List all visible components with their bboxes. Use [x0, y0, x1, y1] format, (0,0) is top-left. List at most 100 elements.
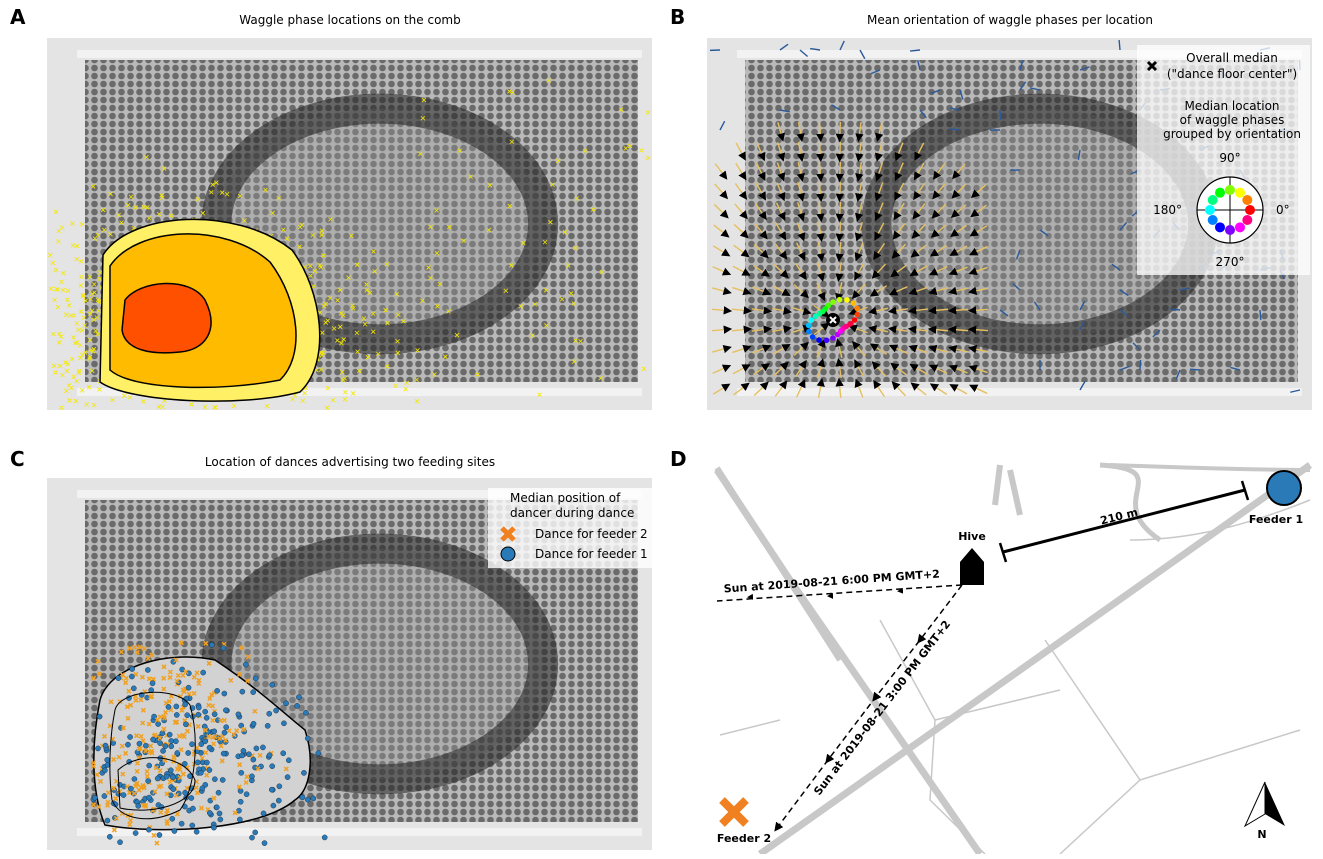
dance-feeder1 — [183, 790, 188, 795]
dance-feeder1 — [274, 708, 279, 713]
distance-label: 210 m — [1099, 506, 1139, 528]
legend-title: Median position of — [510, 491, 621, 505]
dance-feeder1 — [128, 786, 133, 791]
dance-feeder1 — [103, 743, 108, 748]
dance-feeder1 — [168, 768, 173, 773]
dance-feeder1 — [172, 828, 177, 833]
dance-feeder1 — [316, 751, 321, 756]
dance-feeder1 — [271, 803, 276, 808]
dance-feeder1 — [157, 741, 162, 746]
dance-feeder1 — [208, 798, 213, 803]
north-label: N — [1257, 828, 1266, 841]
legend-angle: 90° — [1219, 151, 1240, 165]
dance-feeder1 — [196, 712, 201, 717]
dance-feeder1 — [151, 737, 156, 742]
orientation-dot — [824, 337, 830, 343]
orientation-dot — [830, 299, 836, 305]
legend-angle: 0° — [1276, 203, 1290, 217]
orientation-dot — [813, 313, 819, 319]
dance-feeder1 — [281, 751, 286, 756]
dance-feeder1 — [305, 736, 310, 741]
orientation-dot — [809, 317, 815, 323]
orientation-dot — [806, 329, 812, 335]
dance-feeder1 — [163, 744, 168, 749]
dance-feeder1 — [251, 721, 256, 726]
dance-feeder1 — [198, 770, 203, 775]
dance-feeder1 — [186, 750, 191, 755]
dance-feeder1 — [137, 741, 142, 746]
dance-feeder1 — [267, 711, 272, 716]
wheel-dot — [1225, 185, 1235, 195]
dance-feeder1 — [185, 713, 190, 718]
dance-feeder1 — [194, 829, 199, 834]
dance-feeder1 — [102, 768, 107, 773]
page: A Waggle phase locations on the comb B M… — [0, 0, 1323, 859]
dance-feeder1 — [249, 835, 254, 840]
dance-feeder1 — [277, 784, 282, 789]
dance-feeder1 — [283, 701, 288, 706]
orientation-dot — [854, 306, 860, 312]
orientation-arrow — [840, 162, 841, 178]
dance-feeder1 — [171, 787, 176, 792]
dance-feeder1 — [125, 742, 130, 747]
wheel-dot — [1245, 205, 1255, 215]
legend-angle: 180° — [1153, 203, 1182, 217]
panel-label: A — [10, 5, 26, 29]
sun-label: Sun at 2019-08-21 6:00 PM GMT+2 — [723, 567, 940, 595]
wheel-dot — [1215, 222, 1225, 232]
dance-feeder1 — [296, 695, 301, 700]
dance-feeder1 — [201, 670, 206, 675]
dance-feeder1 — [215, 688, 220, 693]
dance-feeder1 — [222, 691, 227, 696]
dance-feeder1 — [305, 797, 310, 802]
wheel-dot — [1215, 188, 1225, 198]
dance-feeder1 — [136, 803, 141, 808]
dance-feeder1 — [221, 751, 226, 756]
dance-feeder1 — [221, 645, 226, 650]
legend-angle: 270° — [1216, 255, 1245, 269]
orientation-dot — [844, 297, 850, 303]
dance-feeder1 — [190, 823, 195, 828]
orientation-dot — [837, 297, 843, 303]
wheel-dot — [1225, 225, 1235, 235]
legend-marker — [501, 547, 515, 561]
dance-feeder1 — [129, 674, 134, 679]
wheel-dot — [1235, 222, 1245, 232]
dance-feeder1 — [143, 743, 148, 748]
dance-feeder1 — [164, 774, 169, 779]
dance-feeder1 — [260, 745, 265, 750]
dance-feeder1 — [244, 792, 249, 797]
legend-entry: Dance for feeder 1 — [535, 547, 648, 561]
orientation-arrow — [1000, 110, 1001, 120]
orientation-dot — [851, 300, 857, 306]
feeder1-marker — [1267, 471, 1301, 505]
panel-title: Location of dances advertising two feedi… — [205, 455, 495, 469]
orientation-arrow — [840, 182, 841, 198]
orientation-dot — [830, 335, 836, 341]
dance-feeder1 — [238, 799, 243, 804]
dance-feeder1 — [204, 715, 209, 720]
dance-feeder1 — [179, 821, 184, 826]
dance-feeder1 — [253, 676, 258, 681]
dance-feeder1 — [254, 746, 259, 751]
dance-feeder1 — [92, 795, 97, 800]
dance-feeder1 — [195, 760, 200, 765]
dance-feeder1 — [127, 734, 132, 739]
dance-feeder1 — [251, 757, 256, 762]
dance-feeder1 — [189, 742, 194, 747]
dance-feeder1 — [204, 760, 209, 765]
dance-feeder1 — [133, 830, 138, 835]
map-roads — [717, 465, 1310, 854]
dance-feeder1 — [203, 739, 208, 744]
wheel-dot — [1205, 205, 1215, 215]
panel-title: Mean orientation of waggle phases per lo… — [867, 13, 1153, 27]
feeder-label: Feeder 1 — [1249, 513, 1303, 526]
dance-feeder1 — [156, 721, 161, 726]
orientation-dot — [806, 323, 812, 329]
dance-feeder1 — [267, 753, 272, 758]
dance-feeder1 — [212, 712, 217, 717]
dance-feeder1 — [121, 792, 126, 797]
north-arrow — [1265, 782, 1285, 826]
dance-feeder1 — [207, 810, 212, 815]
north-arrow — [1245, 782, 1265, 826]
